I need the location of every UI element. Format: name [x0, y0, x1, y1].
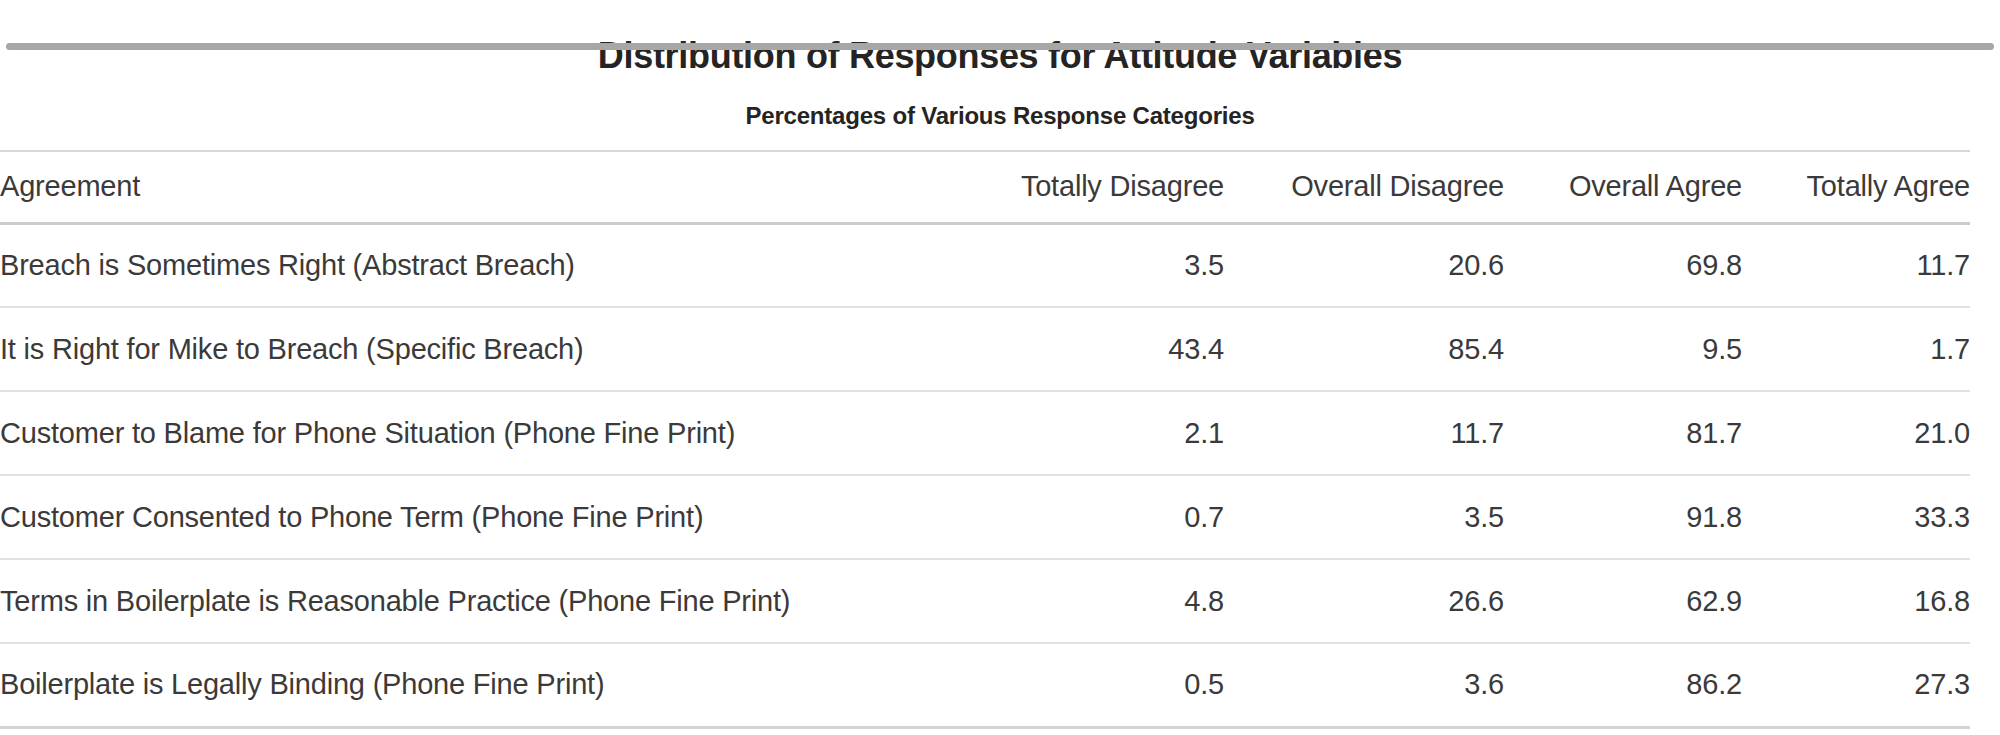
row-label: Customer to Blame for Phone Situation (P…: [0, 391, 948, 475]
table-row: Terms in Boilerplate is Reasonable Pract…: [0, 559, 1970, 643]
data-table: Agreement Totally Disagree Overall Disag…: [0, 150, 1970, 729]
cell-value: 81.7: [1504, 391, 1742, 475]
cell-value: 43.4: [948, 307, 1224, 391]
cell-value: 26.6: [1224, 559, 1504, 643]
table-row: Boilerplate is Legally Binding (Phone Fi…: [0, 643, 1970, 727]
header-row: Agreement Totally Disagree Overall Disag…: [0, 151, 1970, 223]
cell-value: 11.7: [1224, 391, 1504, 475]
cell-value: 86.2: [1504, 643, 1742, 727]
column-header-totally-disagree[interactable]: Totally Disagree: [948, 151, 1224, 223]
cell-value: 4.8: [948, 559, 1224, 643]
table-row: Customer to Blame for Phone Situation (P…: [0, 391, 1970, 475]
row-label: It is Right for Mike to Breach (Specific…: [0, 307, 948, 391]
cell-value: 11.7: [1742, 223, 1970, 307]
cell-value: 69.8: [1504, 223, 1742, 307]
cell-value: 3.6: [1224, 643, 1504, 727]
table-row: It is Right for Mike to Breach (Specific…: [0, 307, 1970, 391]
row-label: Boilerplate is Legally Binding (Phone Fi…: [0, 643, 948, 727]
cell-value: 85.4: [1224, 307, 1504, 391]
table-visual: Distribution of Responses for Attitude V…: [0, 38, 2000, 735]
cell-value: 9.5: [1504, 307, 1742, 391]
column-header-agreement[interactable]: Agreement: [0, 151, 948, 223]
cell-value: 20.6: [1224, 223, 1504, 307]
cell-value: 3.5: [1224, 475, 1504, 559]
cell-value: 0.5: [948, 643, 1224, 727]
cell-value: 16.8: [1742, 559, 1970, 643]
column-header-totally-agree[interactable]: Totally Agree: [1742, 151, 1970, 223]
table-row: Customer Consented to Phone Term (Phone …: [0, 475, 1970, 559]
top-scrollbar[interactable]: [6, 43, 1994, 50]
cell-value: 3.5: [948, 223, 1224, 307]
cell-value: 91.8: [1504, 475, 1742, 559]
cell-value: 27.3: [1742, 643, 1970, 727]
table-row: Breach is Sometimes Right (Abstract Brea…: [0, 223, 1970, 307]
cell-value: 2.1: [948, 391, 1224, 475]
row-label: Terms in Boilerplate is Reasonable Pract…: [0, 559, 948, 643]
column-header-overall-agree[interactable]: Overall Agree: [1504, 151, 1742, 223]
cell-value: 0.7: [948, 475, 1224, 559]
cell-value: 62.9: [1504, 559, 1742, 643]
column-header-overall-disagree[interactable]: Overall Disagree: [1224, 151, 1504, 223]
row-label: Customer Consented to Phone Term (Phone …: [0, 475, 948, 559]
cell-value: 21.0: [1742, 391, 1970, 475]
row-label: Breach is Sometimes Right (Abstract Brea…: [0, 223, 948, 307]
cell-value: 1.7: [1742, 307, 1970, 391]
chart-subtitle: Percentages of Various Response Categori…: [0, 104, 2000, 128]
cell-value: 33.3: [1742, 475, 1970, 559]
